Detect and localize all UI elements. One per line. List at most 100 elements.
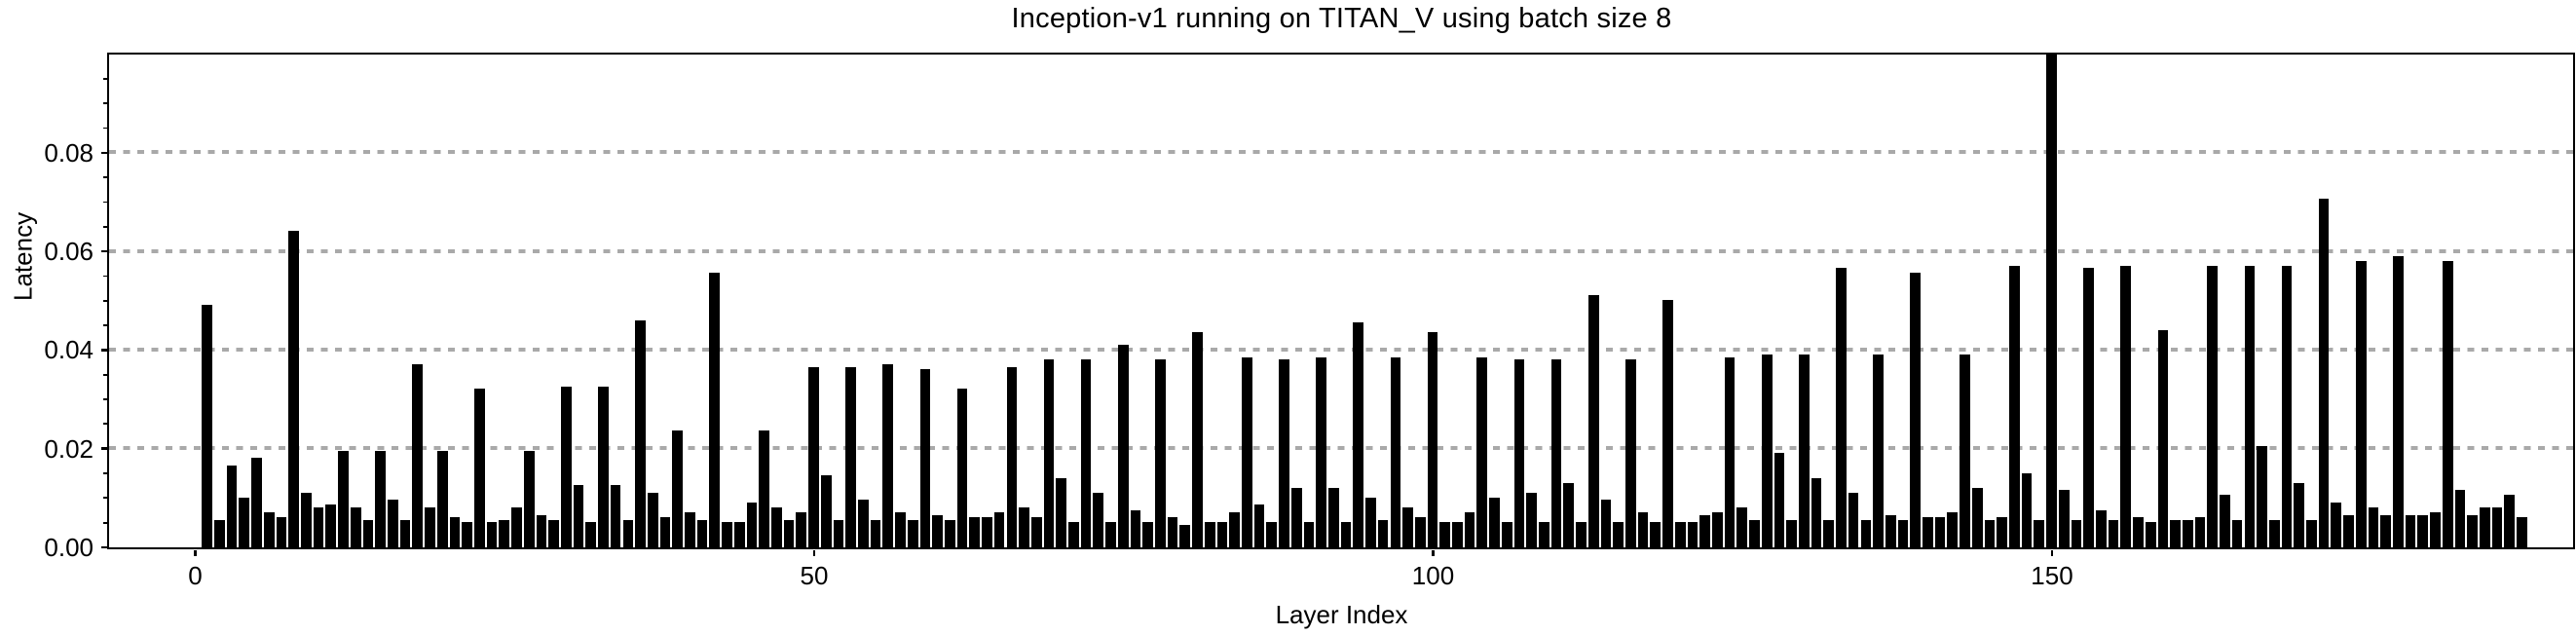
bar-layer-53 [845,366,856,547]
bar-layer-155 [2108,519,2119,547]
gridline-0.08 [109,150,2573,155]
bar-layer-141 [1934,517,1946,547]
bar-layer-118 [1650,522,1661,547]
bar-layer-68 [1030,517,1042,547]
bar-layer-119 [1662,300,1673,547]
bar-layer-165 [2231,519,2243,547]
bar-layer-123 [1711,512,1723,547]
bar-layer-170 [2294,482,2305,547]
x-axis-label: Layer Index [1275,600,1408,629]
bar-layer-73 [1093,492,1104,547]
bar-layer-114 [1600,500,1612,547]
y-minor-tick-mark [103,472,107,474]
gridline-0.06 [109,248,2573,253]
bar-layer-51 [820,475,832,547]
bar-layer-44 [733,522,745,547]
bar-layer-89 [1290,487,1302,547]
bar-layer-110 [1550,359,1562,547]
bar-layer-127 [1761,354,1773,547]
bar-layer-156 [2120,265,2132,547]
bar-layer-153 [2083,268,2094,547]
y-minor-tick-mark [103,127,107,130]
bar-layer-175 [2355,260,2367,547]
y-minor-tick-mark [103,225,107,228]
bar-layer-140 [1923,517,1933,547]
bar-layer-188 [2517,517,2527,547]
y-minor-tick-mark [103,77,107,80]
y-tick-label-0.08: 0.08 [44,137,93,168]
bar-layer-100 [1427,332,1438,547]
y-tick-label-0.00: 0.00 [44,533,93,562]
bar-layer-133 [1836,268,1847,547]
bar-layer-138 [1897,519,1909,547]
x-tick-label-0: 0 [188,561,203,590]
bar-layer-98 [1402,506,1413,547]
bar-layer-33 [598,386,609,547]
bar-layer-32 [585,522,597,547]
y-minor-tick-mark [103,521,107,524]
gridline-0.04 [109,347,2573,352]
bar-layer-72 [1080,359,1092,547]
bar-layer-121 [1687,522,1699,547]
bar-layer-126 [1749,519,1760,547]
bar-layer-135 [1860,519,1872,547]
bar-layer-106 [1501,522,1512,547]
bar-layer-163 [2207,265,2219,547]
bar-layer-76 [1130,509,1141,547]
bar-layer-7 [276,517,287,547]
bar-layer-86 [1253,504,1265,547]
bar-layer-26 [511,506,522,547]
bar-layer-39 [672,430,684,547]
bar-layer-35 [622,519,634,547]
y-minor-tick-mark [103,423,107,426]
bar-layer-92 [1327,487,1339,547]
bar-layer-136 [1873,354,1884,547]
bar-layer-125 [1736,506,1748,547]
bar-layer-57 [895,512,906,547]
bar-layer-49 [796,512,807,547]
bar-layer-105 [1489,497,1500,547]
bar-layer-169 [2281,265,2293,547]
bar-layer-177 [2380,514,2391,547]
bar-layer-70 [1056,477,1067,547]
x-tick-mark-0 [194,549,197,556]
bar-layer-47 [771,506,782,547]
bar-layer-166 [2244,265,2256,547]
bar-layer-101 [1439,522,1451,547]
bar-layer-124 [1724,356,1736,547]
bar-layer-149 [2034,519,2045,547]
bar-layer-185 [2480,506,2490,547]
bar-layer-27 [523,450,535,547]
bar-layer-59 [919,369,931,547]
y-minor-tick-mark [103,201,107,204]
bar-layer-173 [2331,502,2342,547]
bar-layer-161 [2182,519,2193,547]
y-tick-label-0.06: 0.06 [44,237,93,267]
bar-layer-43 [722,522,732,547]
bar-layer-80 [1179,524,1191,547]
bar-layer-45 [746,502,758,547]
y-tick-mark-0.02 [101,447,107,450]
bar-layer-22 [462,522,472,547]
bar-layer-12 [338,450,349,547]
bar-layer-130 [1798,354,1810,547]
bar-layer-186 [2491,506,2503,547]
bar-layer-11 [325,504,337,547]
bar-layer-180 [2417,514,2429,547]
bar-layer-85 [1242,356,1252,547]
bar-layer-3 [226,465,238,547]
bar-layer-84 [1229,512,1240,547]
bar-layer-116 [1625,359,1636,547]
bar-layer-34 [610,485,621,547]
bar-layer-96 [1377,519,1389,547]
x-tick-mark-150 [2050,549,2054,556]
bar-layer-31 [573,485,584,547]
bar-layer-112 [1576,522,1587,547]
bar-layer-30 [560,386,572,547]
bar-layer-52 [833,519,844,547]
bar-layer-56 [882,364,894,547]
bar-layer-29 [548,519,559,547]
bar-layer-159 [2157,329,2169,547]
bar-layer-82 [1204,522,1215,547]
bar-layer-168 [2268,519,2280,547]
